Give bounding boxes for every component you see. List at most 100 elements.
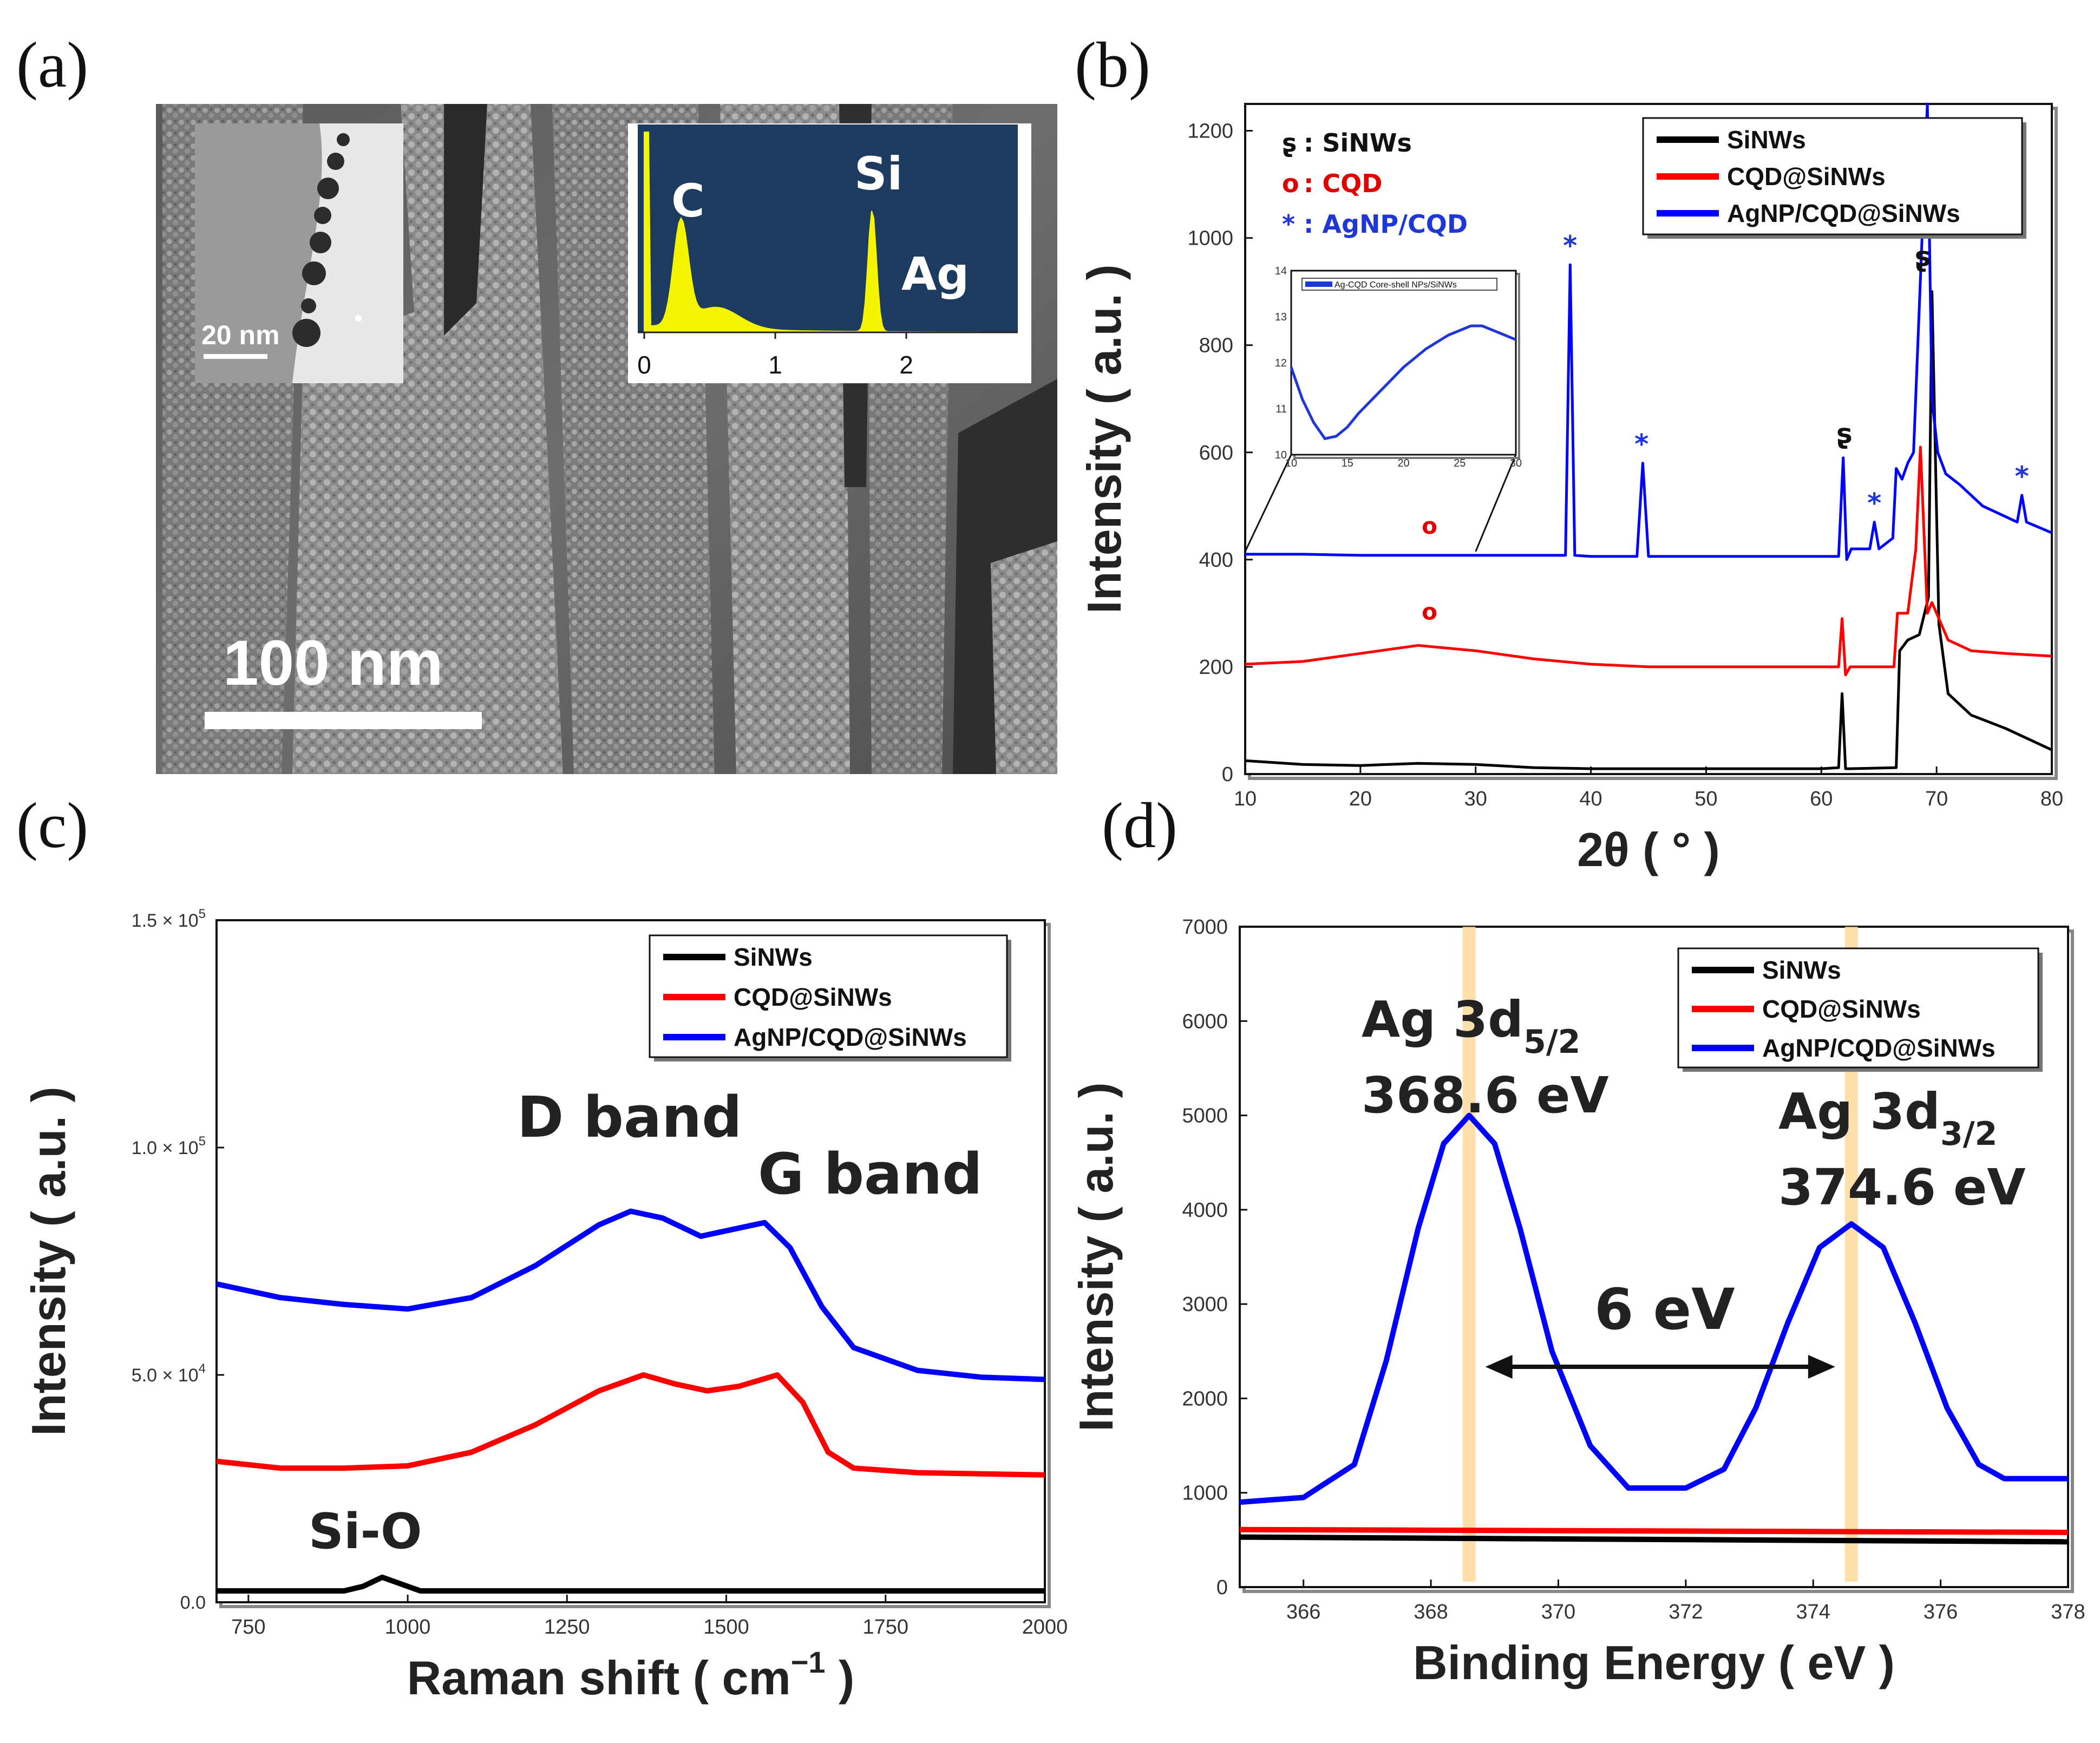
inset-y-tick-label: 13 [1275, 311, 1287, 323]
inset-x-tick-label: 15 [1342, 457, 1353, 469]
panel-label-b: (b) [1075, 29, 1150, 101]
x-tick-label: 378 [2051, 1601, 2085, 1623]
inset-x-tick-label: 20 [1397, 457, 1409, 469]
series-line-agnp-cqd-sinws [1239, 1112, 2068, 1505]
x-tick-label: 368 [1414, 1601, 1448, 1623]
x-tick-label: 30 [1464, 788, 1487, 810]
x-tick-label: 20 [1349, 788, 1372, 810]
y-tick-label: 600 [1199, 442, 1233, 464]
marker-legend-symbol: * [1282, 209, 1295, 239]
annotation-delta-6ev: 6 eV [1594, 1276, 1735, 1342]
x-tick-label: 10 [1234, 788, 1257, 810]
x-tick-label: 60 [1810, 788, 1833, 810]
x-tick-label: 1750 [862, 1616, 908, 1639]
y-tick-label: 4000 [1182, 1199, 1228, 1222]
peak-marker: * [2015, 461, 2029, 492]
y-tick-times: × 10 [157, 910, 199, 931]
inset-connector [1475, 454, 1517, 552]
series-line-cqd-sinws [1239, 1526, 2069, 1535]
legend-label-sinws: SiNWs [1727, 126, 1806, 154]
sem-scale-bar: 100 nm [205, 627, 482, 729]
annotation-ag-3d32-value: 374.6 eV [1778, 1158, 2026, 1216]
edx-label-si: Si [854, 147, 902, 200]
inset-y-tick-label: 11 [1275, 403, 1287, 415]
edx-inset: 0 1 2 C Si Ag [628, 123, 1031, 383]
tem-inset: 20 nm [195, 123, 403, 383]
y-tick-label: 1.5 × 105 [132, 907, 206, 931]
panel-label-a: (a) [16, 29, 88, 101]
xps-chart: 366 368 370 372 374 376 378 0 1000 2000 3000 4000 50… [1069, 916, 2085, 1689]
x-axis-label-superscript: −1 [791, 1645, 826, 1679]
y-tick-mantissa: 1.5 [132, 910, 157, 931]
y-tick-mantissa: 5.0 [132, 1365, 157, 1386]
x-axis-label: Raman shift ( cm−1 ) [407, 1645, 855, 1705]
x-tick-label: 70 [1925, 788, 1948, 810]
series-line-cqd-sinws [1245, 445, 2052, 677]
inset-y-tick-label: 12 [1275, 357, 1287, 369]
arrow-head-left [1485, 1355, 1513, 1379]
arrow-head-right [1808, 1355, 1835, 1379]
x-tick-label: 50 [1695, 788, 1717, 810]
inset-series-line [1290, 324, 1516, 441]
y-tick-label: 1000 [1187, 227, 1233, 250]
peak-marker: o [1422, 599, 1437, 625]
x-tick-label: 1500 [703, 1616, 749, 1639]
legend-label-agnp-cqd-sinws: AgNP/CQD@SiNWs [1727, 199, 1960, 227]
x-tick-label: 1250 [544, 1616, 590, 1639]
x-tick-label: 374 [1796, 1601, 1830, 1623]
tem-scale-label: 20 nm [201, 320, 280, 350]
annotation-ag-3d32: Ag 3d3/2 [1778, 1083, 1997, 1153]
x-tick-label: 372 [1669, 1601, 1703, 1623]
y-tick-label: 0 [1222, 763, 1233, 786]
y-tick-label: 5000 [1182, 1105, 1228, 1128]
y-tick-label: 5.0 × 104 [132, 1361, 206, 1386]
panel-label-c: (c) [16, 789, 88, 861]
y-tick-label: 1.0 × 105 [132, 1134, 206, 1158]
inset-connector [1244, 454, 1292, 552]
edx-tick-label: 2 [899, 351, 913, 379]
annotation-g-band: G band [758, 1141, 983, 1207]
x-tick-label: 80 [2040, 788, 2063, 810]
sem-scale-label: 100 nm [223, 627, 443, 699]
x-tick-label: 2000 [1022, 1616, 1068, 1639]
series-line-sinws [1245, 290, 2053, 770]
y-axis-label: Intensity ( a.u. ) [1069, 1082, 1123, 1431]
legend-label-cqd-sinws: CQD@SiNWs [1762, 995, 1921, 1023]
peak-marker: * [1634, 429, 1648, 460]
y-tick-label: 6000 [1182, 1010, 1228, 1033]
y-tick-label: 3000 [1182, 1293, 1228, 1316]
edx-tick-label: 1 [768, 351, 782, 379]
y-tick-label: 1200 [1187, 120, 1233, 143]
inset-y-tick-label: 14 [1275, 265, 1287, 277]
legend-label-sinws: SiNWs [734, 943, 813, 971]
y-tick-label: 800 [1199, 335, 1233, 357]
series-line-agnp-cqd-sinws [1245, 102, 2052, 561]
x-tick-label: 40 [1579, 788, 1602, 810]
legend-label-cqd-sinws: CQD@SiNWs [1727, 162, 1886, 191]
y-tick-label: 0.0 [180, 1593, 206, 1613]
y-tick-mantissa: 0.0 [180, 1593, 206, 1613]
annotation-ag-3d32-sub: 3/2 [1940, 1115, 1997, 1153]
inset-x-tick-label: 30 [1510, 457, 1522, 469]
y-axis-label: Intensity ( a.u. ) [22, 1086, 75, 1436]
peak-marker: o [1422, 513, 1437, 539]
y-tick-exponent: 5 [199, 1134, 206, 1149]
y-tick-exponent: 5 [199, 907, 206, 921]
inset-x-tick-label: 25 [1454, 457, 1466, 469]
inset-legend-box [1301, 278, 1497, 291]
x-tick-label: 376 [1924, 1601, 1958, 1623]
x-axis-label: 2θ ( ° ) [1577, 823, 1720, 876]
x-tick-label: 1000 [385, 1616, 431, 1639]
y-tick-label: 2000 [1182, 1387, 1228, 1410]
y-tick-label: 1000 [1182, 1482, 1228, 1505]
legend-label-cqd-sinws: CQD@SiNWs [734, 983, 892, 1011]
inset-legend-label: Ag-CQD Core-shell NPs/SiNWs [1334, 280, 1457, 290]
y-tick-label: 200 [1199, 656, 1233, 679]
inset-y-tick-label: 10 [1275, 449, 1287, 461]
y-tick-exponent: 4 [199, 1361, 206, 1376]
peak-marker: * [1563, 230, 1577, 261]
panel-label-d: (d) [1102, 789, 1177, 861]
inset-frame [1290, 270, 1517, 456]
annotation-d-band: D band [517, 1084, 742, 1150]
